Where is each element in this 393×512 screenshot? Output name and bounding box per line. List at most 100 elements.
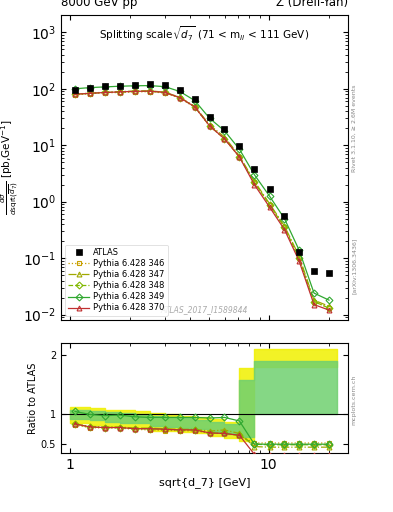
Pythia 6.428 349 <box>282 216 287 222</box>
Pythia 6.428 370 <box>118 89 122 95</box>
Pythia 6.428 348 <box>118 89 122 95</box>
Pythia 6.428 347 <box>73 91 77 97</box>
ATLAS <box>312 268 316 274</box>
Text: mcplots.cern.ch: mcplots.cern.ch <box>352 374 357 424</box>
Pythia 6.428 347 <box>118 89 122 95</box>
Pythia 6.428 349 <box>177 88 182 94</box>
Pythia 6.428 349 <box>73 86 77 92</box>
Text: 8000 GeV pp: 8000 GeV pp <box>61 0 137 9</box>
Pythia 6.428 349 <box>192 97 197 103</box>
Pythia 6.428 348 <box>237 154 242 160</box>
ATLAS <box>282 213 287 219</box>
Pythia 6.428 346 <box>118 90 122 96</box>
ATLAS <box>132 81 137 88</box>
Pythia 6.428 346 <box>103 90 107 96</box>
Pythia 6.428 348 <box>222 136 227 142</box>
Pythia 6.428 348 <box>192 104 197 110</box>
Pythia 6.428 348 <box>103 90 107 96</box>
Pythia 6.428 348 <box>73 91 77 97</box>
Pythia 6.428 348 <box>147 88 152 94</box>
Pythia 6.428 370 <box>207 123 212 129</box>
Pythia 6.428 348 <box>267 202 272 208</box>
Pythia 6.428 347 <box>252 178 257 184</box>
Pythia 6.428 348 <box>132 88 137 94</box>
Pythia 6.428 348 <box>327 305 331 311</box>
Pythia 6.428 348 <box>88 90 92 96</box>
Pythia 6.428 346 <box>222 136 227 142</box>
Pythia 6.428 347 <box>237 153 242 159</box>
Pythia 6.428 349 <box>132 83 137 89</box>
Pythia 6.428 349 <box>222 127 227 134</box>
ATLAS <box>327 270 331 276</box>
Line: Pythia 6.428 346: Pythia 6.428 346 <box>73 89 331 311</box>
X-axis label: sqrt{d_7} [GeV]: sqrt{d_7} [GeV] <box>159 478 250 488</box>
Legend: ATLAS, Pythia 6.428 346, Pythia 6.428 347, Pythia 6.428 348, Pythia 6.428 349, P: ATLAS, Pythia 6.428 346, Pythia 6.428 34… <box>65 245 168 316</box>
Pythia 6.428 347 <box>222 134 227 140</box>
Line: Pythia 6.428 370: Pythia 6.428 370 <box>73 89 331 312</box>
Pythia 6.428 348 <box>312 298 316 305</box>
Pythia 6.428 347 <box>103 89 107 95</box>
ATLAS <box>88 84 92 91</box>
Pythia 6.428 370 <box>237 154 242 160</box>
Text: Z (Drell-Yan): Z (Drell-Yan) <box>275 0 348 9</box>
Pythia 6.428 347 <box>192 103 197 110</box>
Pythia 6.428 370 <box>73 91 77 97</box>
Pythia 6.428 347 <box>132 88 137 94</box>
ATLAS <box>207 114 212 120</box>
ATLAS <box>192 96 197 102</box>
Pythia 6.428 346 <box>282 224 287 230</box>
Pythia 6.428 370 <box>327 307 331 313</box>
Pythia 6.428 346 <box>132 89 137 95</box>
Y-axis label: Ratio to ATLAS: Ratio to ATLAS <box>28 362 38 434</box>
Pythia 6.428 370 <box>222 136 227 142</box>
Pythia 6.428 370 <box>297 258 301 264</box>
Pythia 6.428 348 <box>252 179 257 185</box>
Pythia 6.428 346 <box>252 179 257 185</box>
Text: ATLAS_2017_I1589844: ATLAS_2017_I1589844 <box>161 305 248 314</box>
Pythia 6.428 370 <box>192 104 197 110</box>
Pythia 6.428 348 <box>207 123 212 129</box>
Pythia 6.428 370 <box>132 88 137 94</box>
ATLAS <box>103 83 107 90</box>
Pythia 6.428 370 <box>282 226 287 232</box>
Pythia 6.428 347 <box>207 122 212 128</box>
Line: Pythia 6.428 347: Pythia 6.428 347 <box>73 89 331 309</box>
ATLAS <box>297 249 301 255</box>
Y-axis label: $\frac{d\sigma}{d\mathrm{sqrt}(\overline{d_7})}$ [pb,GeV$^{-1}$]: $\frac{d\sigma}{d\mathrm{sqrt}(\overline… <box>0 120 20 216</box>
Pythia 6.428 346 <box>88 91 92 97</box>
ATLAS <box>252 166 257 172</box>
Pythia 6.428 347 <box>267 201 272 207</box>
Pythia 6.428 348 <box>282 224 287 230</box>
Text: Splitting scale$\sqrt{d_7}$ (71 < m$_{ll}$ < 111 GeV): Splitting scale$\sqrt{d_7}$ (71 < m$_{ll… <box>99 25 309 44</box>
Pythia 6.428 349 <box>297 247 301 253</box>
Pythia 6.428 349 <box>118 83 122 89</box>
Pythia 6.428 346 <box>73 92 77 98</box>
Pythia 6.428 346 <box>147 89 152 95</box>
Pythia 6.428 349 <box>147 82 152 89</box>
Pythia 6.428 347 <box>297 253 301 259</box>
Pythia 6.428 349 <box>162 83 167 90</box>
Pythia 6.428 348 <box>297 255 301 261</box>
ATLAS <box>73 87 77 93</box>
Pythia 6.428 370 <box>103 90 107 96</box>
ATLAS <box>177 87 182 93</box>
Pythia 6.428 370 <box>252 182 257 188</box>
Pythia 6.428 349 <box>103 84 107 90</box>
ATLAS <box>267 185 272 191</box>
Pythia 6.428 347 <box>88 90 92 96</box>
Pythia 6.428 346 <box>207 123 212 129</box>
Pythia 6.428 349 <box>88 84 92 91</box>
Pythia 6.428 346 <box>297 255 301 261</box>
Pythia 6.428 349 <box>237 146 242 152</box>
Line: Pythia 6.428 349: Pythia 6.428 349 <box>73 83 331 303</box>
Pythia 6.428 370 <box>267 204 272 210</box>
Pythia 6.428 348 <box>162 90 167 96</box>
Line: Pythia 6.428 348: Pythia 6.428 348 <box>73 89 331 311</box>
Pythia 6.428 370 <box>147 88 152 94</box>
ATLAS <box>162 82 167 89</box>
Pythia 6.428 346 <box>267 202 272 208</box>
ATLAS <box>118 83 122 89</box>
Pythia 6.428 347 <box>162 89 167 95</box>
Text: [arXiv:1306.3436]: [arXiv:1306.3436] <box>352 238 357 294</box>
Pythia 6.428 349 <box>252 172 257 178</box>
